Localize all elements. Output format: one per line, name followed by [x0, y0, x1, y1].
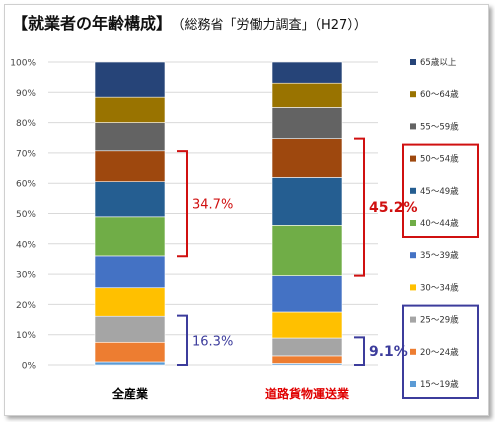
- bar-segment: [271, 82, 343, 108]
- bar-segment: [94, 287, 166, 317]
- bar-segment: [271, 61, 343, 84]
- bar-segment: [271, 225, 343, 276]
- chart-title-main: 【就業者の年齢構成】: [12, 14, 173, 33]
- annotation-label: 16.3%: [192, 334, 233, 349]
- bracket: [177, 314, 188, 366]
- legend-label: 35～39歳: [420, 250, 459, 261]
- y-tick-label: 30%: [16, 271, 36, 281]
- y-tick-label: 70%: [16, 149, 36, 159]
- legend-label: 65歳以上: [420, 57, 457, 68]
- legend-swatch: [410, 123, 416, 130]
- bar-segment: [94, 315, 166, 343]
- legend-swatch: [410, 316, 416, 323]
- bar-segment: [271, 138, 343, 178]
- bar-segment: [94, 96, 166, 123]
- bar-segment: [271, 355, 343, 364]
- x-category-label: 道路貨物運送業: [265, 386, 350, 401]
- bracket: [354, 137, 365, 277]
- legend-swatch: [410, 155, 416, 162]
- y-tick-label: 20%: [16, 301, 36, 311]
- legend-swatch: [410, 220, 416, 226]
- bar-segment: [94, 361, 166, 366]
- bar-segment: [94, 216, 166, 257]
- bar-segment: [94, 150, 166, 182]
- legend-label: 60～64歳: [420, 89, 459, 100]
- legend-swatch: [410, 187, 416, 194]
- bracket: [177, 150, 188, 258]
- bar-segment: [94, 255, 166, 289]
- legend-swatch: [410, 381, 416, 387]
- bar-segment: [94, 341, 166, 363]
- bar-segment: [94, 181, 166, 218]
- y-tick-label: 50%: [16, 210, 36, 220]
- y-tick-label: 0%: [22, 362, 37, 372]
- chart-title-source: （総務省「労働力調査」（H27））: [178, 18, 367, 33]
- y-tick-label: 80%: [16, 119, 36, 129]
- x-category-label: 全産業: [111, 386, 149, 401]
- y-tick-label: 100%: [10, 59, 36, 69]
- bar-segment: [271, 337, 343, 357]
- legend-label: 45～49歳: [420, 186, 459, 197]
- chart-frame: [4, 4, 489, 416]
- legend-label: 15～19歳: [420, 379, 459, 390]
- bar-segment: [271, 107, 343, 139]
- legend-highlight-box: [402, 304, 479, 400]
- legend-label: 30～34歳: [420, 282, 459, 293]
- legend-swatch: [410, 252, 416, 259]
- annotation-label: 34.7%: [192, 198, 233, 213]
- legend-swatch: [410, 91, 416, 98]
- y-tick-label: 40%: [16, 240, 36, 250]
- y-tick-label: 60%: [16, 180, 36, 190]
- bar-segment: [271, 275, 343, 313]
- chart-title: 【就業者の年齢構成】 （総務省「労働力調査」（H27））: [12, 10, 367, 34]
- legend-label: 20～24歳: [420, 347, 459, 358]
- legend-swatch: [410, 59, 416, 65]
- bracket: [354, 336, 365, 366]
- annotation-label: 9.1%: [369, 344, 408, 360]
- annotation-label: 45.2%: [369, 200, 418, 216]
- legend-label: 40～44歳: [420, 218, 459, 229]
- bar-segment: [271, 177, 343, 226]
- y-tick-label: 10%: [16, 331, 36, 341]
- legend-label: 55～59歳: [420, 121, 459, 132]
- legend-label: 50～54歳: [420, 154, 459, 165]
- bar-segment: [94, 61, 166, 98]
- bar-segment: [271, 311, 343, 339]
- legend-highlight-box: [402, 143, 479, 239]
- bar-segment: [94, 122, 166, 152]
- legend-label: 25～29歳: [420, 315, 459, 326]
- legend-swatch: [410, 284, 416, 291]
- y-tick-label: 90%: [16, 89, 36, 99]
- legend-swatch: [410, 348, 416, 355]
